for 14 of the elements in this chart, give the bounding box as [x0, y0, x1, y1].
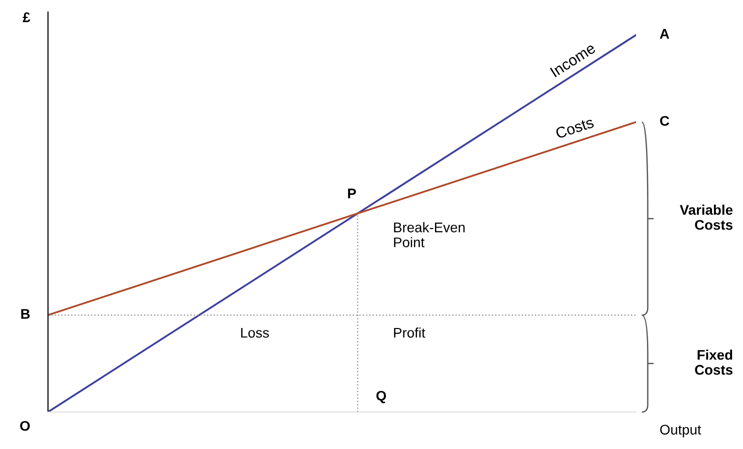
annotation: Fixed Costs	[695, 350, 732, 375]
text: Costs	[555, 116, 594, 139]
text: O	[20, 420, 30, 431]
annotation: Variable Costs	[680, 204, 733, 230]
annotation: Q	[376, 390, 386, 404]
annotation: Break-Even Point	[394, 222, 465, 248]
x-axis-title: Output	[660, 424, 702, 438]
annotation: P	[348, 188, 356, 198]
annotation: Loss	[241, 328, 269, 338]
annotation: C	[660, 116, 670, 126]
ref-line-label: B	[21, 309, 30, 319]
annotation: A	[660, 29, 670, 39]
annotation: Profit	[394, 327, 426, 338]
y-axis-title: £	[22, 12, 30, 22]
